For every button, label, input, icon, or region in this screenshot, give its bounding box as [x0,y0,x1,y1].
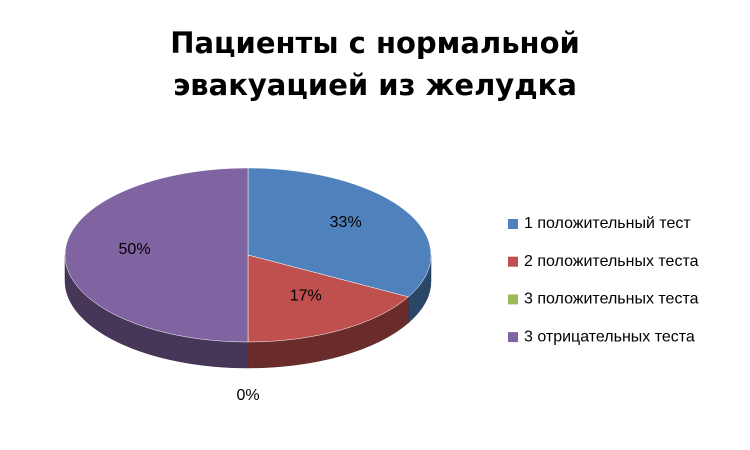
legend-label: 3 отрицательных теста [524,328,695,345]
data-label: 0% [236,387,259,404]
chart-title: Пациенты с нормальной эвакуацией из желу… [170,26,580,102]
pie-slice [247,254,409,343]
data-label: 17% [290,288,322,305]
pie-slice [247,167,432,298]
legend-swatch [508,332,518,343]
data-label: 50% [119,241,151,258]
data-label: 33% [330,214,362,231]
legend-label: 2 положительных теста [524,253,699,270]
legend-swatch [508,219,518,229]
pie-slice [64,167,249,343]
legend-label: 1 положительный тест [524,215,691,232]
legend-label: 3 положительных теста [524,291,699,308]
legend-swatch [508,294,518,305]
legend-swatch [508,256,518,267]
